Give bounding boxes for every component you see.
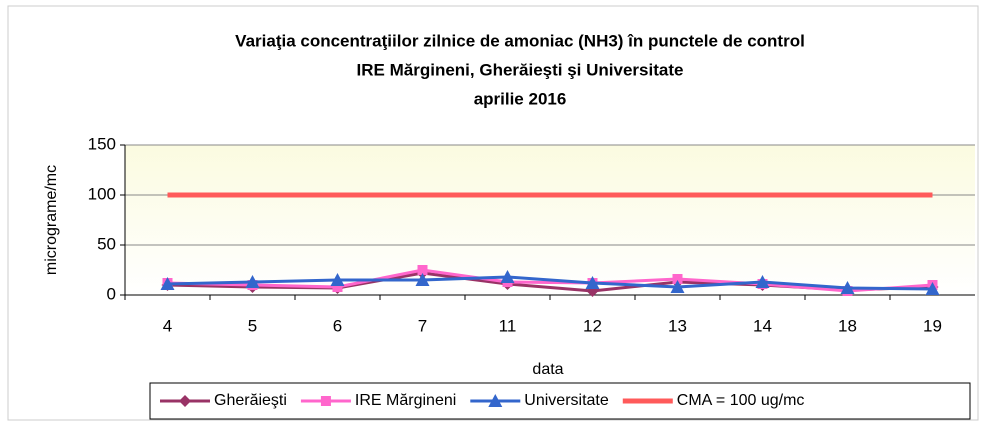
chart-title: Variaţia concentraţiilor zilnice de amon… xyxy=(235,31,805,50)
marker xyxy=(488,394,503,407)
x-tick-label: 13 xyxy=(668,316,687,335)
x-tick-label: 4 xyxy=(163,316,172,335)
y-tick-label: 50 xyxy=(97,234,116,253)
x-tick-label: 5 xyxy=(248,316,257,335)
chart-title: aprilie 2016 xyxy=(474,89,567,108)
y-tick-label: 100 xyxy=(88,184,116,203)
x-tick-label: 11 xyxy=(499,316,517,335)
x-tick-label: 14 xyxy=(753,316,772,335)
marker xyxy=(179,395,191,407)
marker xyxy=(245,275,260,288)
marker xyxy=(330,273,345,286)
marker xyxy=(925,282,940,295)
y-tick-label: 0 xyxy=(107,284,116,303)
marker xyxy=(672,274,683,284)
marker xyxy=(840,281,855,294)
series-line xyxy=(167,275,933,291)
legend-label: Universitate xyxy=(524,392,609,409)
marker xyxy=(415,273,430,286)
x-tick-label: 6 xyxy=(333,316,342,335)
marker xyxy=(417,265,428,275)
series-line xyxy=(167,268,933,293)
x-tick-label: 19 xyxy=(923,316,942,335)
legend-box xyxy=(149,382,971,420)
x-tick-label: 12 xyxy=(583,316,602,335)
legend-label: CMA = 100 ug/mc xyxy=(677,392,805,409)
marker xyxy=(500,270,515,283)
x-tick-label: 18 xyxy=(838,316,857,335)
x-axis-label: data xyxy=(532,361,563,378)
plot-area xyxy=(125,145,975,295)
legend-label: IRE Mărgineni xyxy=(355,392,456,409)
marker xyxy=(320,396,331,406)
chart-title: IRE Mărgineni, Gherăieşti şi Universitat… xyxy=(357,60,684,79)
marker xyxy=(585,276,600,289)
marker xyxy=(160,277,175,290)
x-tick-label: 7 xyxy=(418,316,427,335)
marker xyxy=(755,275,770,288)
marker xyxy=(670,280,685,293)
y-tick-label: 150 xyxy=(88,134,116,153)
y-axis-label: micrograme/mc xyxy=(43,165,60,275)
marker xyxy=(332,282,343,292)
legend-label: Gherăieşti xyxy=(214,392,287,409)
